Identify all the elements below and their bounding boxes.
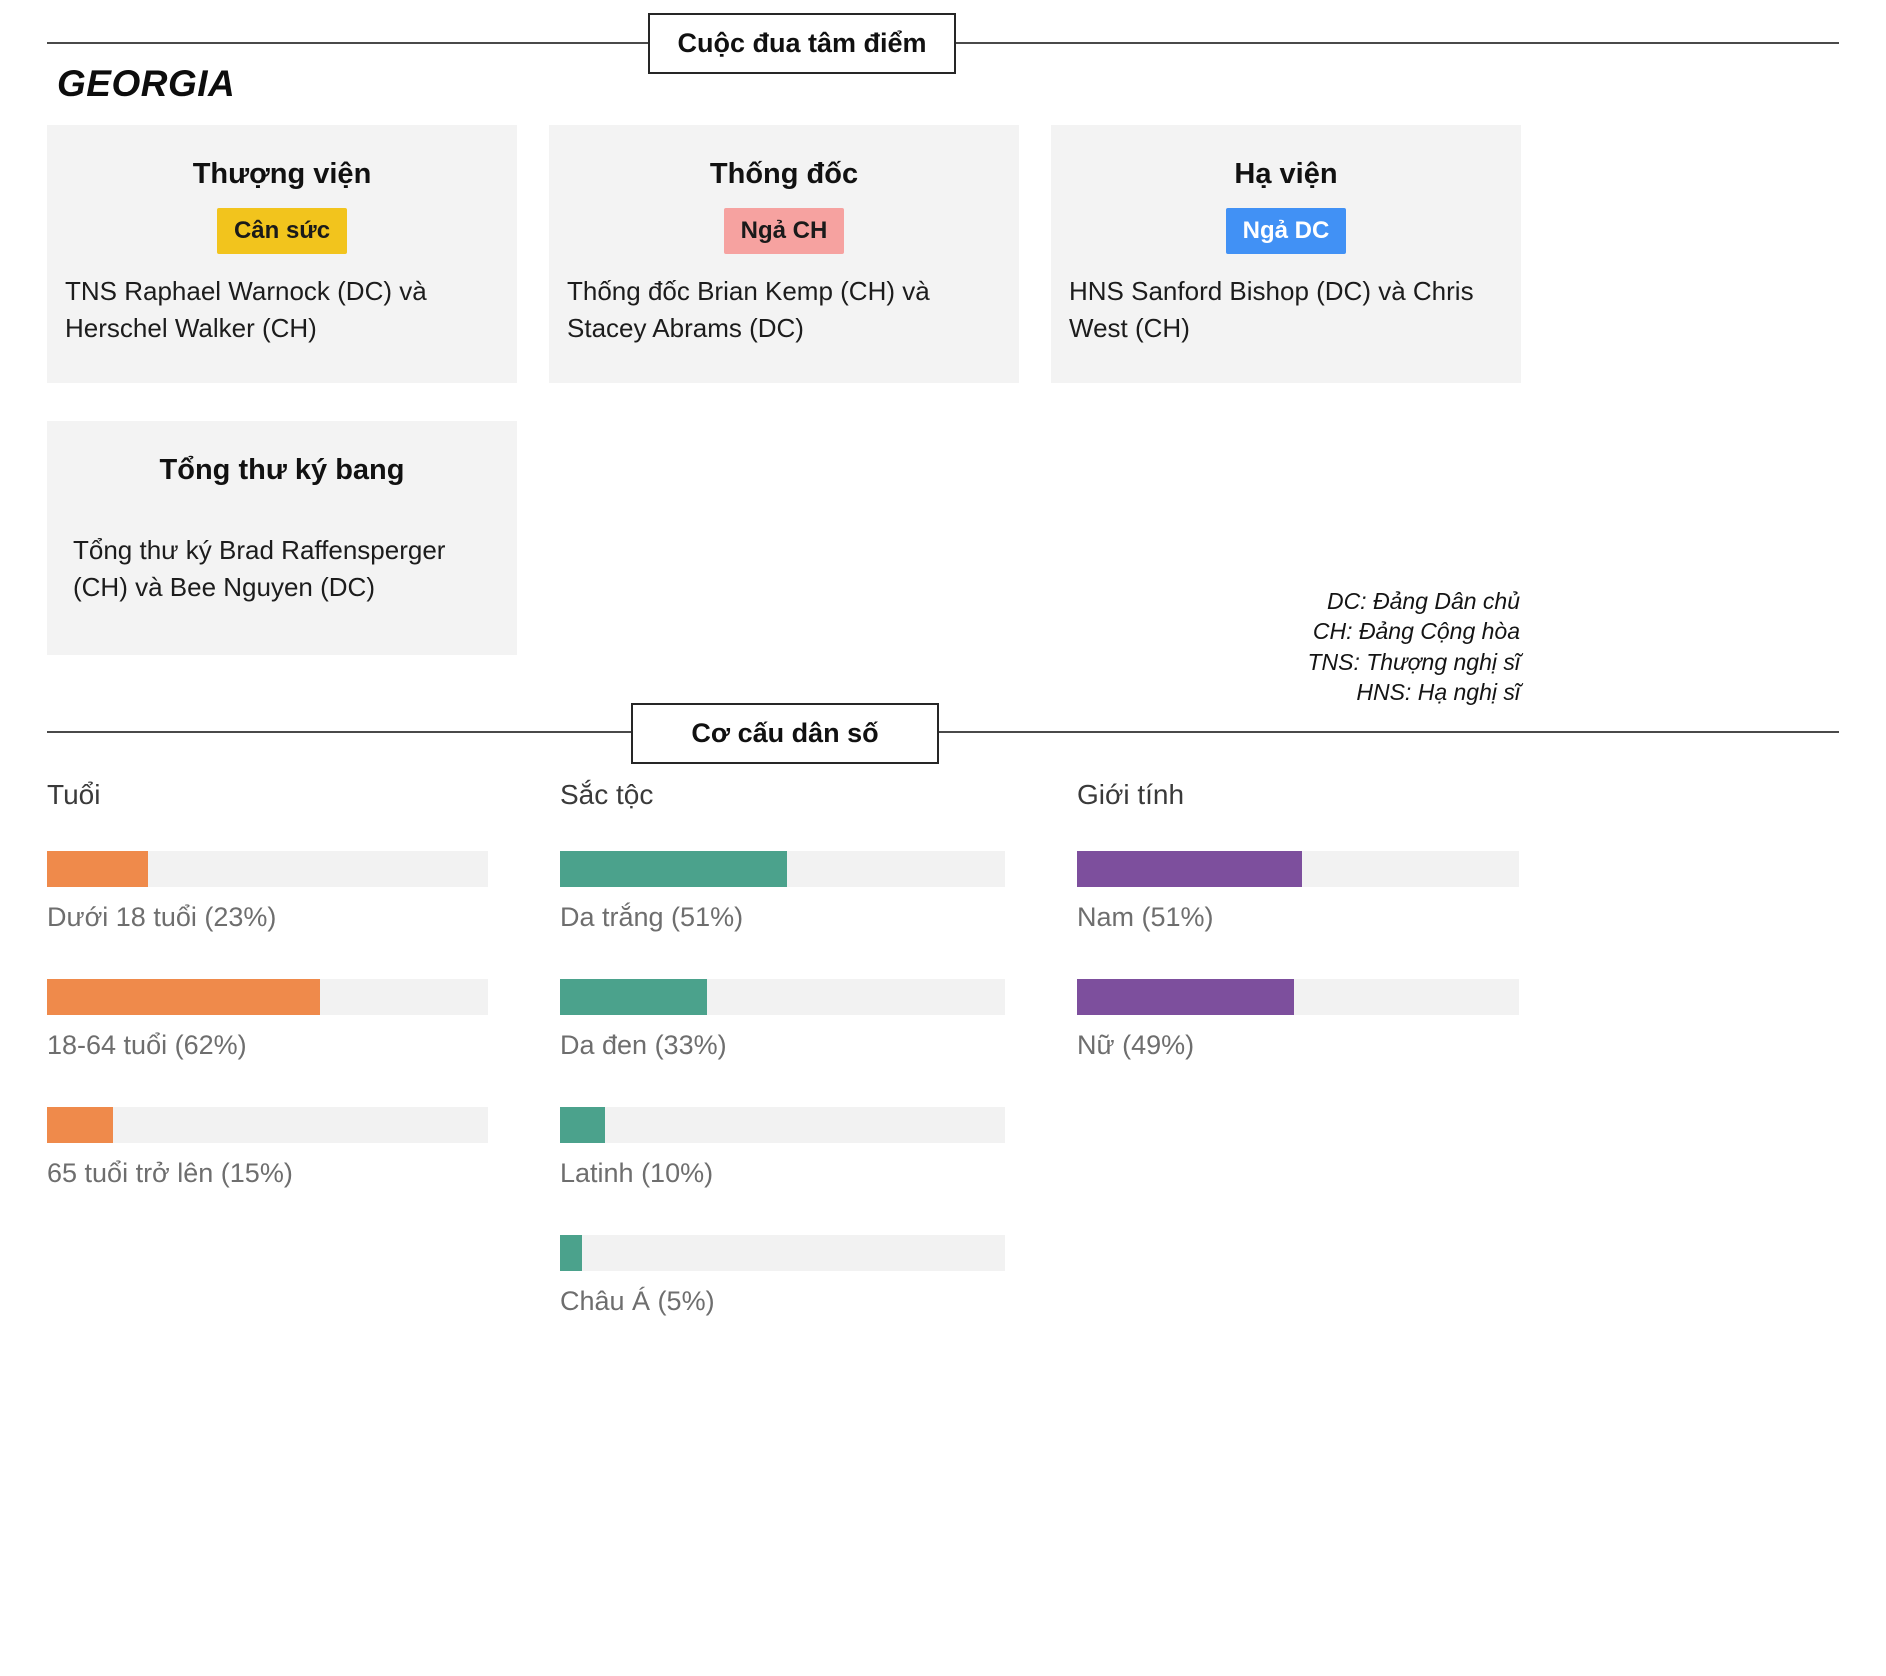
- bar-fill: [47, 851, 149, 887]
- demo-column-age: Tuổi Dưới 18 tuổi (23%) 18-64 tuổi (62%)…: [47, 779, 488, 1235]
- race-badge-row: Ngả CH: [567, 208, 1001, 254]
- bar-fill: [560, 979, 707, 1015]
- race-badge-row: Cân sức: [65, 208, 499, 254]
- race-card-senate: Thượng viện Cân sức TNS Raphael Warnock …: [47, 125, 517, 383]
- demo-column-title: Giới tính: [1077, 779, 1185, 810]
- race-rating-badge: Ngả DC: [1225, 208, 1347, 254]
- bar-item: 18-64 tuổi (62%): [47, 979, 488, 1061]
- bar-track: [1077, 851, 1519, 887]
- bar-track: [47, 1107, 488, 1143]
- abbreviation-legend: DC: Đảng Dân chủ CH: Đảng Cộng hòa TNS: …: [1307, 586, 1520, 707]
- bar-fill: [1077, 979, 1294, 1015]
- bar-track: [47, 851, 488, 887]
- race-rating-badge: Cân sức: [216, 208, 348, 254]
- demo-column-ethnicity: Sắc tộc Da trắng (51%) Da đen (33%) Lati…: [560, 779, 1005, 1363]
- legend-line-ch: CH: Đảng Cộng hòa: [1312, 618, 1520, 645]
- legend-line-hns: HNS: Hạ nghị sĩ: [1356, 679, 1520, 706]
- race-cards-row: Thượng viện Cân sức TNS Raphael Warnock …: [47, 125, 1839, 383]
- bar-label: 65 tuổi trở lên (15%): [47, 1158, 293, 1188]
- bar-label: Dưới 18 tuổi (23%): [47, 902, 277, 932]
- race-card-description: Tổng thư ký Brad Raffensperger (CH) và B…: [73, 535, 446, 602]
- demographics-section-header: Cơ cấu dân số: [0, 703, 1886, 764]
- bar-track: [1077, 979, 1519, 1015]
- demographics-section-title: Cơ cấu dân số: [691, 718, 879, 748]
- bar-fill: [47, 1107, 114, 1143]
- bar-fill: [560, 851, 787, 887]
- race-card-description: Thống đốc Brian Kemp (CH) và Stacey Abra…: [567, 276, 930, 343]
- bar-track: [47, 979, 488, 1015]
- bar-item: 65 tuổi trở lên (15%): [47, 1107, 488, 1189]
- bar-label: 18-64 tuổi (62%): [47, 1030, 247, 1060]
- bar-item: Nữ (49%): [1077, 979, 1519, 1061]
- bar-fill: [1077, 851, 1303, 887]
- races-section-title: Cuộc đua tâm điểm: [677, 28, 927, 58]
- race-badge-row: Ngả DC: [1069, 208, 1503, 254]
- bar-item: Da đen (33%): [560, 979, 1005, 1061]
- bar-item: Nam (51%): [1077, 851, 1519, 933]
- race-card-title: Thống đốc: [709, 158, 859, 190]
- demo-column-gender: Giới tính Nam (51%) Nữ (49%): [1077, 779, 1519, 1107]
- bar-item: Dưới 18 tuổi (23%): [47, 851, 488, 933]
- bar-item: Da trắng (51%): [560, 851, 1005, 933]
- bar-label: Da trắng (51%): [560, 902, 744, 932]
- race-card-title: Thượng viện: [192, 158, 372, 190]
- bar-label: Châu Á (5%): [560, 1286, 715, 1316]
- demographics-grid: Tuổi Dưới 18 tuổi (23%) 18-64 tuổi (62%)…: [47, 779, 1839, 1363]
- race-card-title: Hạ viện: [1234, 158, 1338, 190]
- bar-track: [560, 1107, 1005, 1143]
- divider-line: [47, 731, 1839, 733]
- bar-fill: [560, 1235, 583, 1271]
- legend-line-dc: DC: Đảng Dân chủ: [1326, 588, 1520, 614]
- bar-item: Latinh (10%): [560, 1107, 1005, 1189]
- bar-fill: [560, 1107, 605, 1143]
- bar-fill: [47, 979, 321, 1015]
- race-card-secretary-of-state: Tổng thư ký bang Tổng thư ký Brad Raffen…: [47, 421, 517, 655]
- races-section-title-box: Cuộc đua tâm điểm: [648, 13, 956, 74]
- race-card-title: Tổng thư ký bang: [159, 454, 405, 486]
- demo-column-title: Sắc tộc: [560, 779, 654, 810]
- demo-column-title: Tuổi: [47, 779, 101, 810]
- bar-track: [560, 1235, 1005, 1271]
- bar-label: Nữ (49%): [1077, 1030, 1195, 1060]
- page-title: GEORGIA: [57, 63, 236, 104]
- race-card-governor: Thống đốc Ngả CH Thống đốc Brian Kemp (C…: [549, 125, 1019, 383]
- bar-track: [560, 979, 1005, 1015]
- bar-label: Da đen (33%): [560, 1030, 727, 1060]
- demographics-section-title-box: Cơ cấu dân số: [631, 703, 939, 764]
- races-section-header: Cuộc đua tâm điểm: [0, 0, 1886, 74]
- race-rating-badge: Ngả CH: [723, 208, 845, 254]
- race-card-description: HNS Sanford Bishop (DC) và Chris West (C…: [1069, 276, 1474, 343]
- bar-item: Châu Á (5%): [560, 1235, 1005, 1317]
- bar-label: Nam (51%): [1077, 902, 1214, 932]
- bar-label: Latinh (10%): [560, 1158, 714, 1188]
- race-card-description: TNS Raphael Warnock (DC) và Herschel Wal…: [65, 276, 427, 343]
- legend-line-tns: TNS: Thượng nghị sĩ: [1307, 648, 1520, 675]
- secretary-and-legend-row: Tổng thư ký bang Tổng thư ký Brad Raffen…: [47, 421, 1839, 705]
- bar-track: [560, 851, 1005, 887]
- race-card-house: Hạ viện Ngả DC HNS Sanford Bishop (DC) v…: [1051, 125, 1521, 383]
